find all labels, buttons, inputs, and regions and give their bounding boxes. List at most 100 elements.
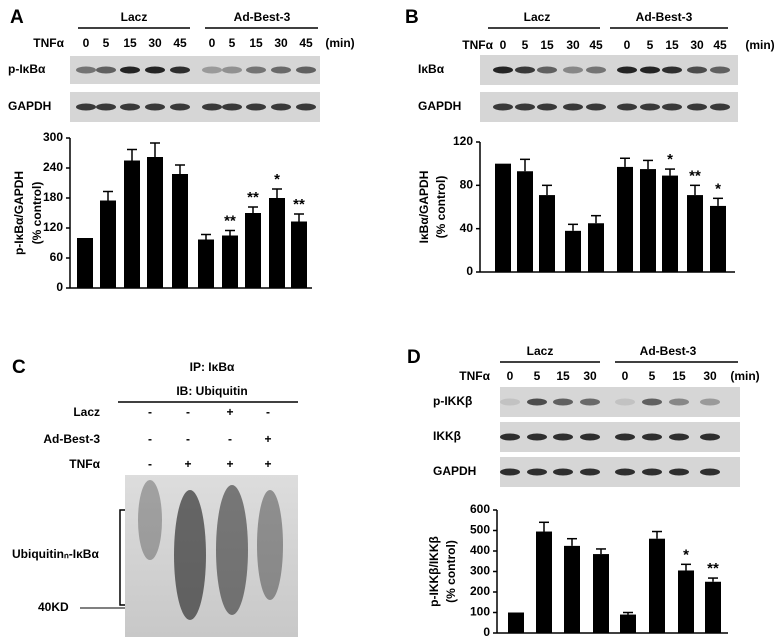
blot-band [687,66,707,74]
blot-band [642,433,662,441]
bar [536,531,552,633]
blot-band [76,103,96,111]
significance-label: ** [707,560,719,577]
bar [640,169,656,272]
sign: - [148,432,152,446]
sign: + [264,432,271,446]
blot-band [669,468,689,476]
blot-band [553,433,573,441]
sign: + [264,457,271,471]
band-label: IKKβ [433,429,461,443]
y-tick-label: 120 [453,134,473,148]
row-label: TNFα [69,457,100,471]
sign: + [184,457,191,471]
blot-band [500,398,520,406]
ip-label: IP: IκBα [190,360,235,374]
y-axis-label: (% control) [444,540,458,603]
y-tick-label: 200 [470,584,490,598]
y-tick-label: 60 [50,250,64,264]
y-tick-label: 80 [460,178,474,192]
sign: - [186,432,190,446]
blot-band [96,103,116,111]
significance-label: * [683,546,689,563]
y-tick-label: 300 [43,130,63,144]
time-label: 30 [690,38,704,52]
y-tick-label: 120 [43,220,63,234]
bar [100,200,116,288]
blot-band [662,66,682,74]
bar [269,198,285,288]
y-axis-label: IκBα/GAPDH [417,171,431,244]
band-label: GAPDH [418,99,461,113]
time-label: 0 [507,369,514,383]
y-tick-label: 0 [466,264,473,278]
panel-letter: D [407,347,421,368]
treatment-label: TNFα [33,36,64,50]
unit-label: (min) [745,38,774,52]
time-label: 15 [672,369,686,383]
blot-band [700,398,720,406]
bar [662,175,678,272]
time-label: 5 [229,36,236,50]
blot-band [271,66,291,74]
time-label: 5 [534,369,541,383]
y-axis-label: p-IKKβ/IKKβ [427,536,441,607]
time-label: 30 [566,38,580,52]
band-label: GAPDH [8,99,51,113]
blot-band [120,66,140,74]
sign: - [186,405,190,419]
blot-band [515,103,535,111]
time-label: 0 [83,36,90,50]
sign: - [228,432,232,446]
blot-band [615,468,635,476]
bar [687,195,703,272]
blot-band [96,66,116,74]
y-tick-label: 40 [460,221,474,235]
blot-band [527,433,547,441]
blot-band [615,433,635,441]
bar [539,195,555,272]
blot-band [640,66,660,74]
blot-band [710,103,730,111]
bar [495,163,511,272]
bar [222,235,238,288]
significance-label: * [274,171,280,188]
blot-band [246,103,266,111]
band-label: IκBα [418,62,445,76]
time-label: 5 [522,38,529,52]
blot-band [296,66,316,74]
bar [617,166,633,272]
treatment-label: TNFα [459,369,490,383]
bar [678,570,694,633]
time-label: 30 [583,369,597,383]
sign: + [226,405,233,419]
blot-band [580,398,600,406]
marker-label: 40KD [38,600,69,614]
blot-band [553,398,573,406]
significance-label: ** [247,189,259,206]
bar [620,614,636,633]
blot-band [640,103,660,111]
bar [245,213,261,288]
time-label: 45 [299,36,313,50]
band-label: p-IκBα [8,62,46,76]
row-label: Lacz [73,405,100,419]
bar [593,554,609,633]
y-tick-label: 400 [470,543,490,557]
y-tick-label: 600 [470,502,490,516]
blot-band [202,66,222,74]
blot-band [500,468,520,476]
bar [291,221,307,288]
significance-label: * [715,180,721,197]
bar [198,239,214,288]
blot-band [515,66,535,74]
bar [588,223,604,272]
time-label: 45 [713,38,727,52]
blot-band [493,66,513,74]
blot-band [527,398,547,406]
sign: - [148,405,152,419]
time-label: 0 [624,38,631,52]
blot-band [271,103,291,111]
bar [705,581,721,633]
blot-band [669,398,689,406]
